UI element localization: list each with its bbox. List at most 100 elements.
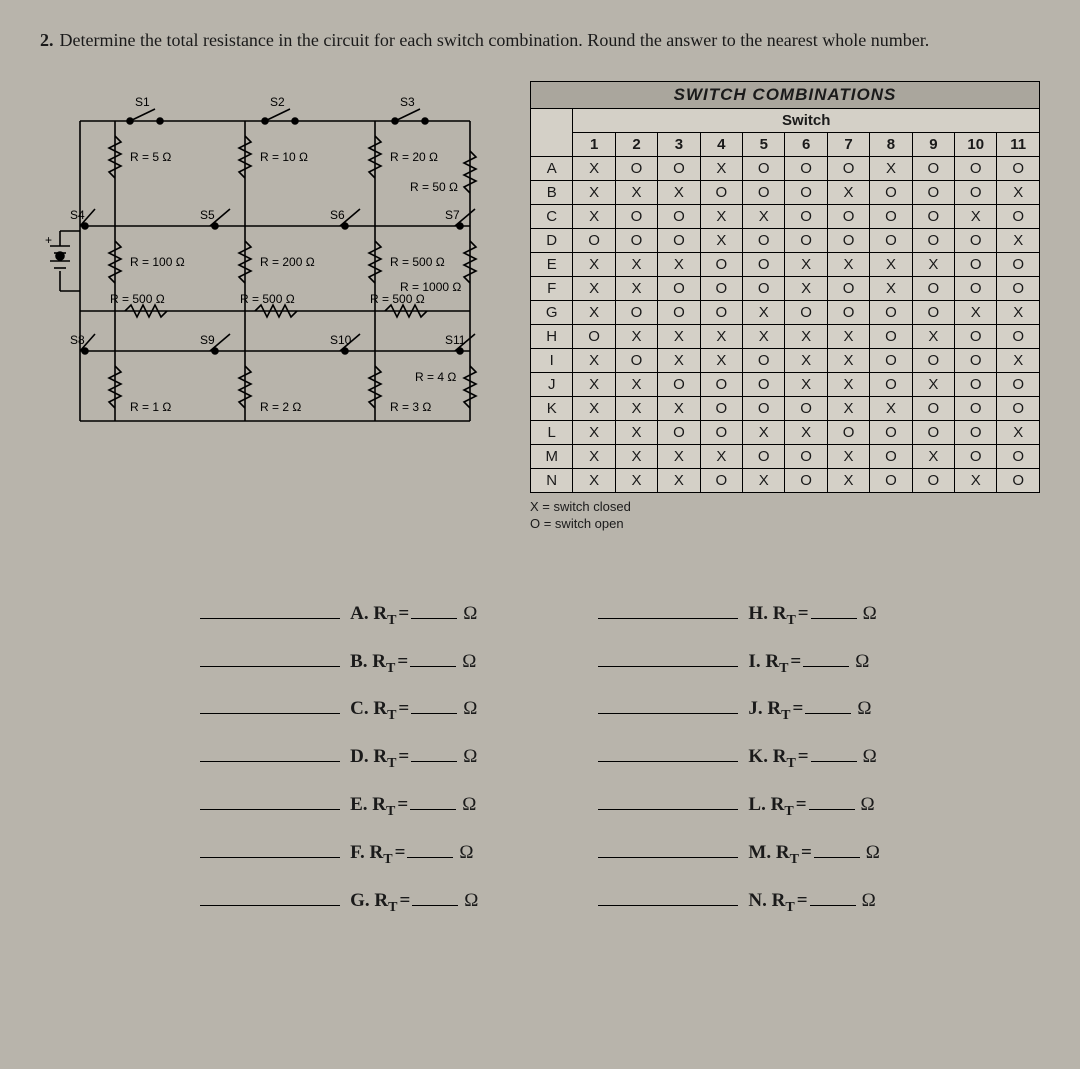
answer-symbol: RT bbox=[369, 698, 397, 724]
answer-symbol: RT bbox=[771, 842, 799, 868]
answer-value-blank[interactable] bbox=[410, 809, 456, 810]
answer-value-blank[interactable] bbox=[407, 857, 453, 858]
table-row: IXOXXOXXOOOX bbox=[531, 349, 1040, 373]
answer-blank[interactable] bbox=[200, 666, 340, 667]
switch-cell: O bbox=[870, 469, 912, 493]
answer-value-blank[interactable] bbox=[411, 713, 457, 714]
answer-unit: Ω bbox=[463, 698, 477, 720]
switch-cell: O bbox=[658, 373, 700, 397]
answer-blank[interactable] bbox=[598, 761, 738, 762]
answer-value-blank[interactable] bbox=[814, 857, 860, 858]
switch-cell: X bbox=[827, 397, 869, 421]
switch-cell: O bbox=[870, 325, 912, 349]
answer-blank[interactable] bbox=[200, 905, 340, 906]
switch-cell: X bbox=[573, 397, 615, 421]
table-row: AXOOXOOOXOOO bbox=[531, 157, 1040, 181]
switch-cell: O bbox=[785, 181, 827, 205]
answer-blank[interactable] bbox=[200, 618, 340, 619]
answer-unit: Ω bbox=[863, 746, 877, 768]
answer-blank[interactable] bbox=[598, 857, 738, 858]
switch-cell: X bbox=[573, 277, 615, 301]
answer-unit: Ω bbox=[464, 890, 478, 912]
switch-cell: O bbox=[912, 301, 954, 325]
switch-cell: O bbox=[912, 205, 954, 229]
switch-cell: O bbox=[997, 445, 1040, 469]
switch-cell: O bbox=[700, 253, 742, 277]
col-head: 4 bbox=[700, 133, 742, 157]
equals: = bbox=[397, 794, 408, 816]
answer-symbol: RT bbox=[370, 890, 398, 916]
answer-value-blank[interactable] bbox=[811, 618, 857, 619]
answer-value-blank[interactable] bbox=[805, 713, 851, 714]
switch-cell: X bbox=[870, 277, 912, 301]
answer-blank[interactable] bbox=[200, 761, 340, 762]
row-label: D bbox=[531, 229, 573, 253]
switch-cell: X bbox=[785, 253, 827, 277]
switch-cell: O bbox=[615, 157, 657, 181]
table-row: EXXXOOXXXXOO bbox=[531, 253, 1040, 277]
switch-cell: X bbox=[700, 157, 742, 181]
switch-cell: O bbox=[997, 325, 1040, 349]
row-label: E bbox=[531, 253, 573, 277]
switch-cell: X bbox=[615, 373, 657, 397]
switch-cell: O bbox=[658, 277, 700, 301]
answer-value-blank[interactable] bbox=[811, 761, 857, 762]
switch-cell: O bbox=[955, 229, 997, 253]
question-block: 2. Determine the total resistance in the… bbox=[40, 30, 1040, 51]
switch-cell: O bbox=[997, 253, 1040, 277]
answer-value-blank[interactable] bbox=[410, 666, 456, 667]
switch-cell: X bbox=[997, 229, 1040, 253]
answer-blank[interactable] bbox=[598, 905, 738, 906]
switch-cell: X bbox=[573, 253, 615, 277]
switch-cell: X bbox=[827, 373, 869, 397]
switch-cell: X bbox=[573, 469, 615, 493]
switch-cell: O bbox=[870, 181, 912, 205]
answer-blank[interactable] bbox=[598, 809, 738, 810]
equals: = bbox=[397, 651, 408, 673]
switch-cell: X bbox=[658, 469, 700, 493]
switch-cell: O bbox=[700, 277, 742, 301]
answer-blank[interactable] bbox=[598, 618, 738, 619]
switch-cell: O bbox=[955, 325, 997, 349]
answer-line: I. RT=Ω bbox=[598, 651, 879, 677]
switch-cell: O bbox=[573, 229, 615, 253]
switch-cell: O bbox=[827, 229, 869, 253]
answer-letter: H. bbox=[748, 603, 768, 625]
switch-cell: O bbox=[955, 349, 997, 373]
switch-cell: O bbox=[997, 205, 1040, 229]
answer-line: G. RT=Ω bbox=[200, 890, 478, 916]
equals: = bbox=[798, 746, 809, 768]
answer-value-blank[interactable] bbox=[411, 761, 457, 762]
switch-cell: X bbox=[615, 181, 657, 205]
table-row: CXOOXXOOOOXO bbox=[531, 205, 1040, 229]
switch-cell: X bbox=[743, 421, 785, 445]
switch-cell: X bbox=[658, 445, 700, 469]
switch-cell: X bbox=[827, 325, 869, 349]
switch-cell: O bbox=[912, 229, 954, 253]
answer-blank[interactable] bbox=[200, 713, 340, 714]
answer-value-blank[interactable] bbox=[803, 666, 849, 667]
answer-blank[interactable] bbox=[200, 809, 340, 810]
answer-blank[interactable] bbox=[200, 857, 340, 858]
answer-value-blank[interactable] bbox=[412, 905, 458, 906]
switch-cell: O bbox=[912, 421, 954, 445]
answer-blank[interactable] bbox=[598, 666, 738, 667]
answer-value-blank[interactable] bbox=[809, 809, 855, 810]
switch-cell: O bbox=[700, 301, 742, 325]
answers-right-column: H. RT=ΩI. RT=ΩJ. RT=ΩK. RT=ΩL. RT=ΩM. RT… bbox=[598, 603, 879, 916]
switch-cell: O bbox=[700, 469, 742, 493]
switch-cell: O bbox=[870, 205, 912, 229]
table-row: LXXOOXXOOOOX bbox=[531, 421, 1040, 445]
equals: = bbox=[398, 698, 409, 720]
switch-cell: X bbox=[912, 325, 954, 349]
answer-blank[interactable] bbox=[598, 713, 738, 714]
table-row: HOXXXXXXOXOO bbox=[531, 325, 1040, 349]
switch-cell: O bbox=[658, 229, 700, 253]
switch-cell: O bbox=[955, 157, 997, 181]
switch-cell: X bbox=[870, 397, 912, 421]
answer-value-blank[interactable] bbox=[411, 618, 457, 619]
col-head: 5 bbox=[743, 133, 785, 157]
answer-value-blank[interactable] bbox=[810, 905, 856, 906]
switch-cell: X bbox=[955, 301, 997, 325]
answer-letter: M. bbox=[748, 842, 771, 864]
